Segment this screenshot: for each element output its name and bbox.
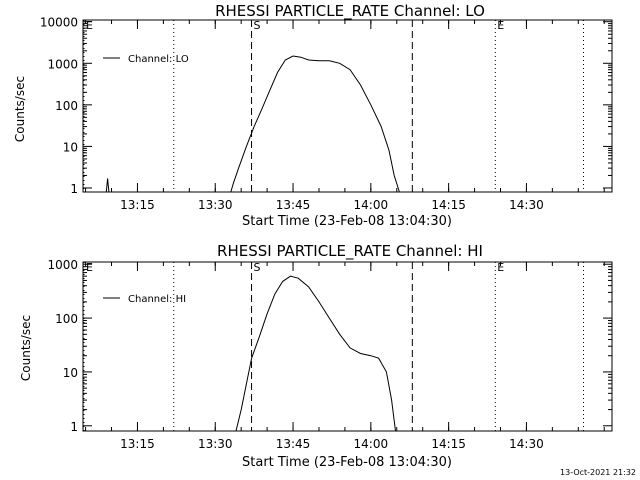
marker-label: E xyxy=(86,261,93,274)
marker-label: S xyxy=(254,261,261,274)
plot-frame xyxy=(82,261,613,432)
series-line xyxy=(230,55,400,193)
timestamp: 13-Oct-2021 21:32 xyxy=(560,468,636,477)
marker-label: E xyxy=(497,261,504,274)
y-tick-label: 10 xyxy=(63,366,78,380)
x-tick-label: 13:45 xyxy=(276,437,311,451)
x-tick-label: 14:15 xyxy=(431,198,466,212)
y-axis-label: Counts/sec xyxy=(13,76,27,142)
x-tick-label: 14:30 xyxy=(509,437,544,451)
marker-label: E xyxy=(497,19,504,32)
legend-label: Channel: LO xyxy=(128,54,189,65)
panel-title: RHESSI PARTICLE_RATE Channel: HI xyxy=(217,242,483,261)
y-tick-label: 1 xyxy=(70,420,78,434)
plot-frame xyxy=(82,19,613,193)
panel-title: RHESSI PARTICLE_RATE Channel: LO xyxy=(215,2,485,21)
y-tick-label: 1000 xyxy=(47,57,78,71)
y-tick-label: 10000 xyxy=(40,16,78,30)
x-tick-label: 14:30 xyxy=(509,198,544,212)
x-tick-label: 14:00 xyxy=(354,198,389,212)
x-tick-label: 14:15 xyxy=(431,437,466,451)
y-tick-label: 1 xyxy=(70,182,78,196)
x-axis-label: Start Time (23-Feb-08 13:04:30) xyxy=(242,214,452,229)
x-tick-label: 13:15 xyxy=(120,437,155,451)
marker-label: E xyxy=(86,19,93,32)
y-axis-label: Counts/sec xyxy=(19,315,33,381)
x-tick-label: 13:30 xyxy=(198,437,233,451)
hi-channel-panel: RHESSI PARTICLE_RATE Channel: HI Counts/… xyxy=(19,242,613,470)
legend-label: Channel: HI xyxy=(128,294,186,305)
y-tick-label: 1000 xyxy=(47,258,78,272)
x-tick-label: 13:30 xyxy=(198,198,233,212)
y-tick-label: 10 xyxy=(63,140,78,154)
y-tick-label: 100 xyxy=(55,312,78,326)
x-axis-label: Start Time (23-Feb-08 13:04:30) xyxy=(242,455,452,470)
x-tick-label: 14:00 xyxy=(354,437,389,451)
x-tick-label: 13:45 xyxy=(276,198,311,212)
marker-label: S xyxy=(254,19,261,32)
y-tick-label: 100 xyxy=(55,99,78,113)
series-line xyxy=(235,275,396,432)
lo-channel-panel: RHESSI PARTICLE_RATE Channel: LO Counts/… xyxy=(13,2,613,229)
x-tick-label: 13:15 xyxy=(120,198,155,212)
series-line xyxy=(105,178,110,193)
